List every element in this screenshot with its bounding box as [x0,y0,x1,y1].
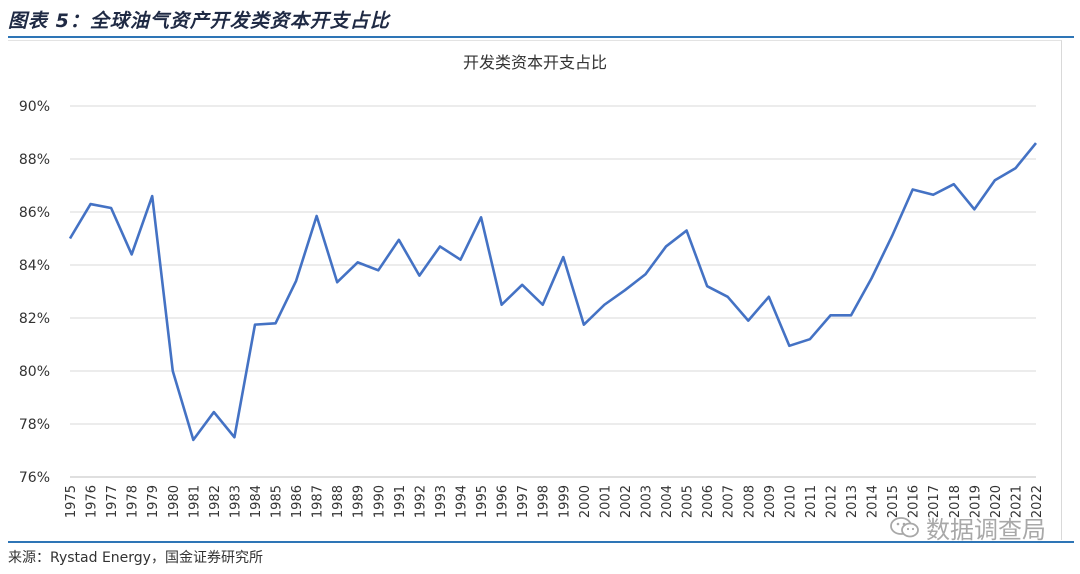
series-points [69,143,1037,440]
chart-frame: 开发类资本开支占比 76% 78% 80% 82% 84% 86% 88% 90% 1975 1… [8,40,1062,540]
x-tick-label: 1986 [290,485,305,518]
x-tick-label: 2014 [866,485,881,518]
x-tick-label: 2003 [639,485,654,518]
x-tick-label: 2019 [968,485,983,518]
x-tick-label: 2008 [742,485,757,518]
x-tick-label: 2012 [824,485,839,518]
watermark-text: 数据调查局 [926,516,1046,544]
x-tick-label: 2007 [722,485,737,518]
figure-title: 图表 5：全球油气资产开发类资本开支占比 [8,10,390,32]
x-tick-label: 1977 [105,485,120,518]
y-tick-label: 90% [19,99,50,115]
figure-header: 图表 5：全球油气资产开发类资本开支占比 [0,0,1080,36]
x-tick-label: 2010 [783,485,798,518]
x-tick-label: 2000 [578,485,593,518]
x-tick-label: 2009 [763,485,778,518]
y-axis-ticks: 76% 78% 80% 82% 84% 86% 88% 90% [19,99,50,486]
y-tick-label: 84% [19,258,50,274]
y-tick-label: 82% [19,311,50,327]
x-tick-label: 1989 [352,485,367,518]
x-axis-ticks: 1975 1976 1977 1978 1979 1980 1981 1982 1983 1984… [64,485,1045,518]
x-tick-label: 1983 [228,485,243,518]
wechat-icon [890,516,920,540]
x-tick-label: 1998 [537,485,552,518]
x-tick-label: 2018 [948,485,963,518]
y-tick-label: 76% [19,470,50,486]
x-tick-label: 1999 [557,485,572,518]
y-tick-label: 88% [19,152,50,168]
x-tick-label: 2017 [927,485,942,518]
chart-title: 开发类资本开支占比 [463,53,607,72]
x-tick-label: 1980 [167,485,182,518]
x-tick-label: 1994 [455,485,470,518]
x-tick-label: 2005 [681,485,696,518]
x-tick-label: 1975 [64,485,79,518]
x-tick-label: 2011 [804,485,819,518]
x-tick-label: 1988 [331,485,346,518]
x-tick-label: 2001 [598,485,613,518]
top-rule [8,36,1074,38]
y-tick-label: 86% [19,205,50,221]
x-tick-label: 1997 [516,485,531,518]
x-tick-label: 1987 [311,485,326,518]
bottom-rule [8,541,1074,543]
y-tick-label: 80% [19,364,50,380]
x-tick-label: 1976 [85,485,100,518]
x-tick-label: 2021 [1009,485,1024,518]
x-tick-label: 2016 [907,485,922,518]
x-tick-label: 1991 [393,485,408,518]
x-tick-label: 2004 [660,485,675,518]
x-tick-label: 2015 [886,485,901,518]
x-tick-label: 1993 [434,485,449,518]
x-tick-label: 2002 [619,485,634,518]
x-tick-label: 2020 [989,485,1004,518]
y-tick-label: 78% [19,417,50,433]
series-line [68,142,1038,442]
x-tick-label: 1992 [413,485,428,518]
x-tick-label: 1985 [270,485,285,518]
watermark: 数据调查局 [890,510,1046,545]
gridlines [70,105,1036,425]
x-tick-label: 1979 [146,485,161,518]
x-tick-label: 1996 [496,485,511,518]
x-tick-label: 2022 [1030,485,1045,518]
x-tick-label: 2013 [845,485,860,518]
line-chart: 开发类资本开支占比 76%78%80%82%84%86%88%90% 1975 1… [19,53,1045,518]
x-tick-label: 1981 [187,485,202,518]
source-note: 来源：Rystad Energy，国金证券研究所 [8,550,263,566]
x-tick-label: 1995 [475,485,490,518]
x-tick-label: 1984 [249,485,264,518]
x-tick-label: 1978 [126,485,141,518]
x-tick-label: 1982 [208,485,223,518]
x-tick-label: 1990 [372,485,387,518]
x-tick-label: 2006 [701,485,716,518]
